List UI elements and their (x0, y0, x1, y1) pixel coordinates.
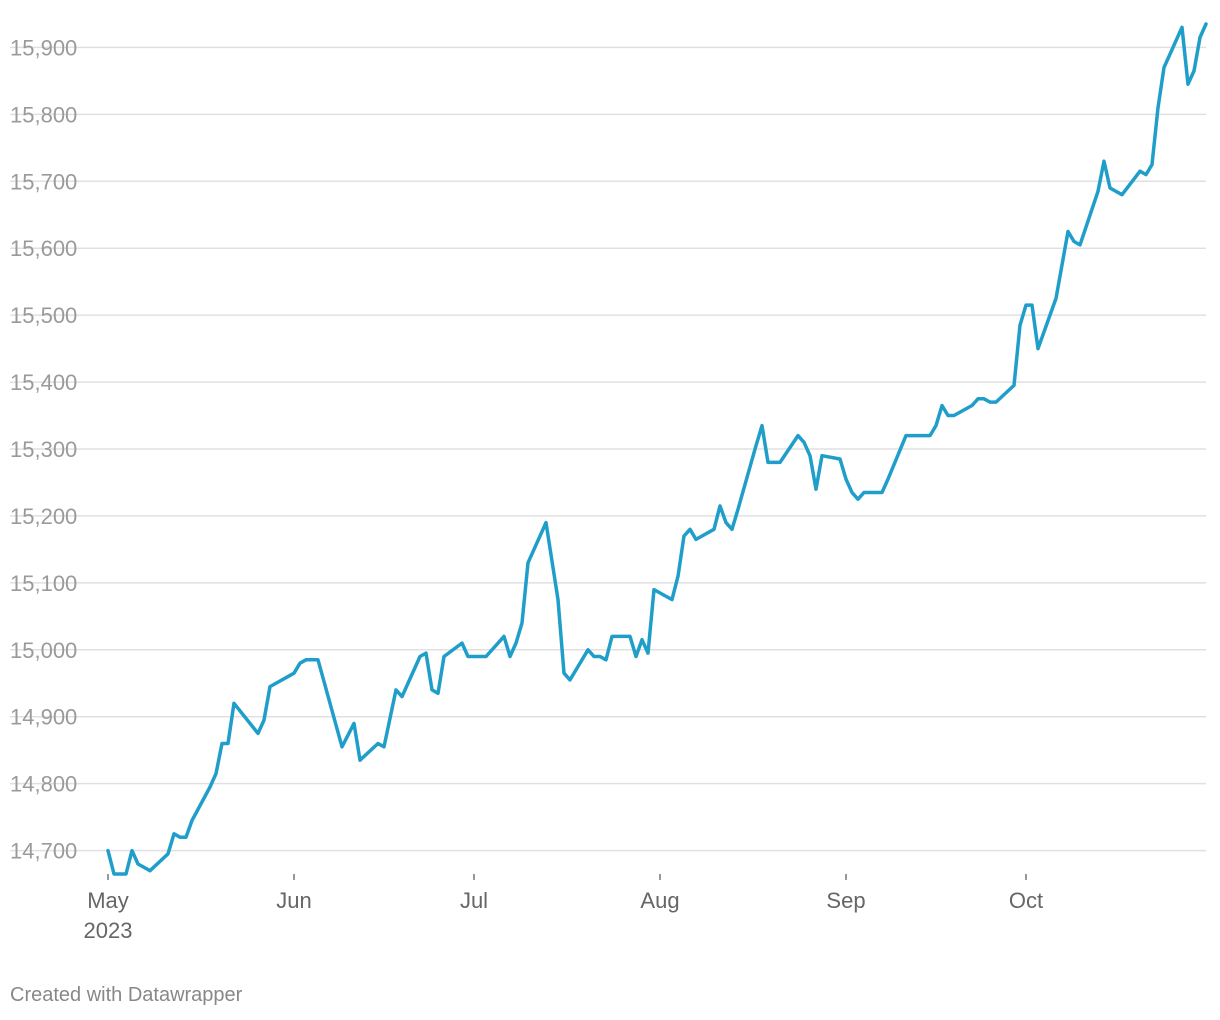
x-tick-year-label: 2023 (84, 918, 133, 943)
x-tick-label: Oct (1009, 888, 1043, 913)
x-tick-label: Jul (460, 888, 488, 913)
datawrapper-credit: Created with Datawrapper (10, 984, 243, 1006)
y-tick-label: 15,100 (10, 571, 77, 596)
y-tick-label: 15,000 (10, 638, 77, 663)
y-tick-label: 15,800 (10, 102, 77, 127)
y-tick-label: 15,900 (10, 35, 77, 60)
y-tick-label: 15,600 (10, 236, 77, 261)
y-tick-label: 15,700 (10, 169, 77, 194)
y-tick-label: 15,400 (10, 370, 77, 395)
x-tick-label: Jun (276, 888, 311, 913)
x-tick-label: May (87, 888, 129, 913)
chart-svg: 14,700 14,800 14,900 15,000 15,100 15,200 15,3… (10, 22, 1208, 943)
y-tick-label: 14,800 (10, 772, 77, 797)
series-line (106, 22, 1208, 876)
x-tick-label: Sep (826, 888, 865, 913)
line-chart: 14,700 14,800 14,900 15,000 15,100 15,200 15,3… (10, 22, 1208, 943)
y-tick-label: 15,500 (10, 303, 77, 328)
x-tick-label: Aug (640, 888, 679, 913)
y-tick-label: 15,300 (10, 437, 77, 462)
y-tick-label: 14,700 (10, 839, 77, 864)
y-tick-label: 15,200 (10, 504, 77, 529)
y-tick-label: 14,900 (10, 705, 77, 730)
